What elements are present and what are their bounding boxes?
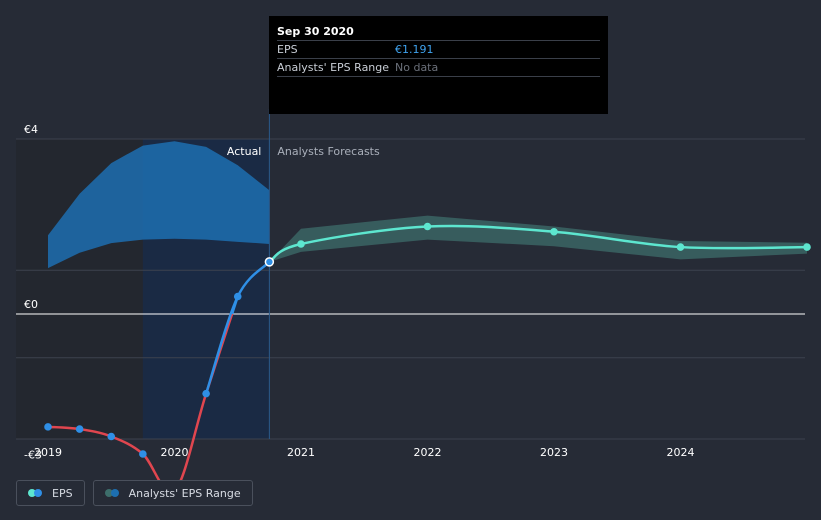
y-tick-label: €4 [24, 123, 38, 136]
tooltip-range-label: Analysts' EPS Range [277, 61, 390, 74]
x-tick-label: 2019 [34, 446, 62, 459]
eps-point [233, 292, 242, 301]
eps-swatch-icon [28, 488, 44, 498]
forecast-label: Analysts Forecasts [277, 145, 380, 158]
x-tick-label: 2024 [667, 446, 695, 459]
actual-eps-range-band [48, 141, 270, 269]
tooltip-eps-value: €1.191 [395, 43, 434, 56]
x-tick-label: 2020 [161, 446, 189, 459]
x-tick-label: 2021 [287, 446, 315, 459]
eps-point [107, 432, 116, 441]
forecast-point [297, 240, 305, 248]
range-swatch-icon [104, 488, 121, 498]
x-tick-label: 2023 [540, 446, 568, 459]
y-tick-label: -€3 [24, 448, 42, 461]
forecast-point [423, 222, 432, 231]
legend-eps[interactable]: EPS [16, 480, 85, 506]
eps-point [264, 257, 275, 267]
forecast-point [803, 243, 811, 251]
tooltip-range-value: No data [395, 61, 439, 74]
legend-range-label: Analysts' EPS Range [128, 486, 241, 500]
chart-legend: EPS Analysts' EPS Range [16, 480, 253, 506]
forecast-eps-range-band [269, 215, 807, 262]
legend-analysts-range[interactable]: Analysts' EPS Range [92, 480, 253, 506]
legend-eps-label: EPS [52, 486, 73, 500]
actual-label: Actual [227, 145, 261, 158]
eps-point [139, 450, 147, 458]
tooltip-eps-row: EPS €1.191 [277, 40, 600, 58]
forecast-point [550, 227, 558, 236]
y-tick-label: €0 [24, 298, 38, 311]
forecast-point [676, 243, 685, 251]
eps-point [44, 423, 52, 431]
tooltip-range-row: Analysts' EPS Range No data [277, 58, 600, 77]
tooltip-date: Sep 30 2020 [277, 25, 354, 38]
x-tick-label: 2022 [414, 446, 442, 459]
eps-point [75, 425, 84, 433]
tooltip-eps-label: EPS [277, 43, 298, 56]
eps-point [202, 389, 210, 398]
data-tooltip: Sep 30 2020 EPS €1.191 Analysts' EPS Ran… [269, 16, 608, 114]
